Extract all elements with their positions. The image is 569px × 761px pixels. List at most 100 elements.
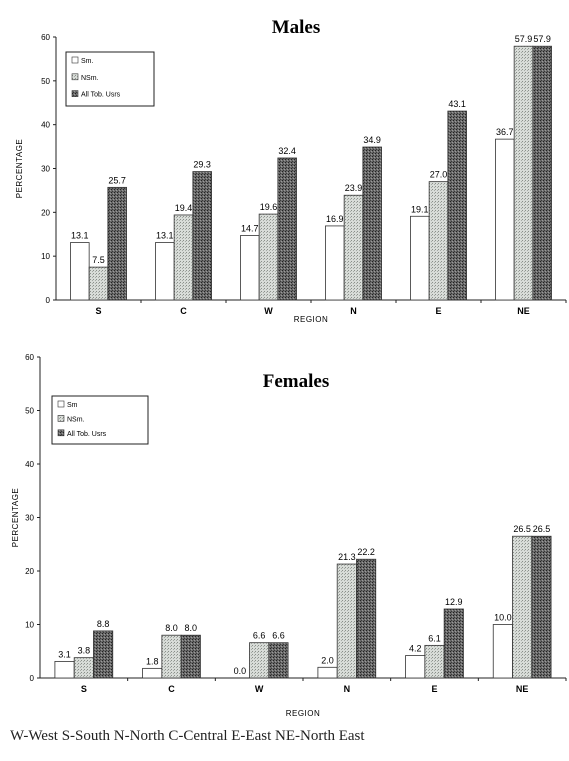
- x-tick-label: NE: [517, 306, 530, 316]
- bar-nsm: [258, 213, 279, 301]
- bar-all-tob-usrs: [268, 642, 289, 679]
- data-label: 34.9: [363, 135, 381, 145]
- y-tick-label: 30: [25, 514, 34, 523]
- x-tick-label: S: [81, 684, 87, 694]
- data-label: 6.6: [253, 631, 266, 641]
- bar-sm: [492, 624, 513, 679]
- y-tick-label: 40: [41, 121, 50, 130]
- data-label: 4.2: [409, 644, 422, 654]
- bar-sm: [325, 225, 345, 301]
- data-label: 19.6: [260, 202, 278, 212]
- x-tick-label: C: [168, 684, 175, 694]
- bar-sm: [495, 138, 515, 301]
- data-label: 43.1: [448, 99, 466, 109]
- y-tick-label: 60: [25, 353, 34, 362]
- legend-label: All Tob. Usrs: [67, 431, 107, 438]
- x-axis-title: REGION: [294, 315, 329, 324]
- x-tick-label: E: [431, 684, 437, 694]
- data-label: 26.5: [533, 524, 551, 534]
- data-label: 10.0: [494, 613, 512, 623]
- bar-all-tob-usrs: [192, 171, 212, 301]
- bar-sm: [142, 667, 163, 679]
- data-label: 8.8: [97, 619, 110, 629]
- data-label: 16.9: [326, 214, 344, 224]
- data-label: 25.7: [108, 175, 126, 185]
- bar-nsm: [161, 634, 182, 679]
- y-tick-label: 0: [46, 296, 51, 305]
- y-tick-label: 50: [41, 77, 50, 86]
- data-label: 1.8: [146, 656, 159, 666]
- data-label: 36.7: [496, 127, 514, 137]
- chart-title: Males: [272, 17, 321, 38]
- data-label: 57.9: [533, 34, 551, 44]
- bar-all-tob-usrs: [107, 186, 127, 301]
- data-label: 12.9: [445, 597, 463, 607]
- data-label: 23.9: [345, 183, 363, 193]
- data-label: 13.1: [71, 231, 89, 241]
- data-label: 3.8: [78, 646, 91, 656]
- bar-all-tob-usrs: [362, 146, 382, 301]
- data-label: 0.0: [234, 666, 247, 676]
- data-label: 6.1: [428, 633, 441, 643]
- bar-sm: [410, 215, 430, 301]
- bar-sm: [240, 235, 260, 301]
- y-tick-label: 20: [25, 567, 34, 576]
- data-label: 6.6: [272, 631, 285, 641]
- legend-box: [65, 51, 155, 107]
- y-tick-label: 60: [41, 33, 50, 42]
- bar-all-tob-usrs: [531, 535, 552, 679]
- x-tick-label: W: [264, 306, 273, 316]
- data-label: 19.1: [411, 204, 429, 214]
- y-tick-label: 50: [25, 407, 34, 416]
- legend-box: [51, 395, 149, 445]
- data-label: 19.4: [175, 203, 193, 213]
- bar-sm: [155, 242, 175, 301]
- bar-sm: [54, 661, 75, 679]
- region-legend-footnote: W-West S-South N-North C-Central E-East …: [10, 728, 365, 744]
- y-tick-label: 10: [41, 252, 50, 261]
- data-label: 13.1: [156, 231, 174, 241]
- legend-label: NSm.: [81, 75, 99, 82]
- x-tick-label: NE: [516, 684, 529, 694]
- bar-nsm: [343, 194, 364, 301]
- x-tick-label: N: [344, 684, 351, 694]
- bar-nsm: [73, 657, 94, 679]
- bar-nsm: [173, 214, 194, 301]
- y-axis-title: PERCENTAGE: [15, 139, 24, 199]
- bar-all-tob-usrs: [356, 558, 377, 679]
- y-tick-label: 30: [41, 165, 50, 174]
- data-label: 8.0: [185, 623, 198, 633]
- legend-swatch: [57, 429, 65, 437]
- bar-all-tob-usrs: [532, 45, 552, 301]
- bar-nsm: [336, 563, 357, 679]
- data-label: 27.0: [430, 170, 448, 180]
- legend-label: Sm.: [81, 58, 94, 65]
- bar-all-tob-usrs: [277, 157, 297, 301]
- data-label: 32.4: [278, 146, 296, 156]
- data-label: 8.0: [165, 623, 178, 633]
- females-chart: Females 0 10 20 30 40 50 60 PERCENTAGE REGION S 3.1…: [11, 353, 567, 718]
- legend-swatch: [57, 400, 65, 408]
- data-label: 3.1: [58, 649, 71, 659]
- bar-nsm: [424, 644, 445, 679]
- bar-nsm: [513, 45, 534, 301]
- data-label: 22.2: [357, 547, 375, 557]
- data-label: 7.5: [92, 255, 105, 265]
- bar-nsm: [428, 181, 449, 301]
- x-tick-label: W: [255, 684, 264, 694]
- bar-all-tob-usrs: [180, 634, 201, 679]
- y-tick-label: 0: [30, 674, 35, 683]
- bar-all-tob-usrs: [447, 110, 467, 301]
- data-label: 57.9: [515, 34, 533, 44]
- legend-label: All Tob. Usrs: [81, 92, 121, 99]
- y-axis-title: PERCENTAGE: [11, 488, 20, 548]
- y-tick-label: 10: [25, 621, 34, 630]
- legend-swatch: [71, 56, 79, 64]
- x-tick-label: S: [95, 306, 101, 316]
- bar-sm: [70, 242, 90, 301]
- males-chart: Males 0 10 20 30 40 50 60 PERCENTAGE REGION S 13.1 7…: [15, 17, 567, 324]
- y-tick-label: 40: [25, 460, 34, 469]
- bar-nsm: [88, 266, 109, 301]
- y-tick-label: 20: [41, 208, 50, 217]
